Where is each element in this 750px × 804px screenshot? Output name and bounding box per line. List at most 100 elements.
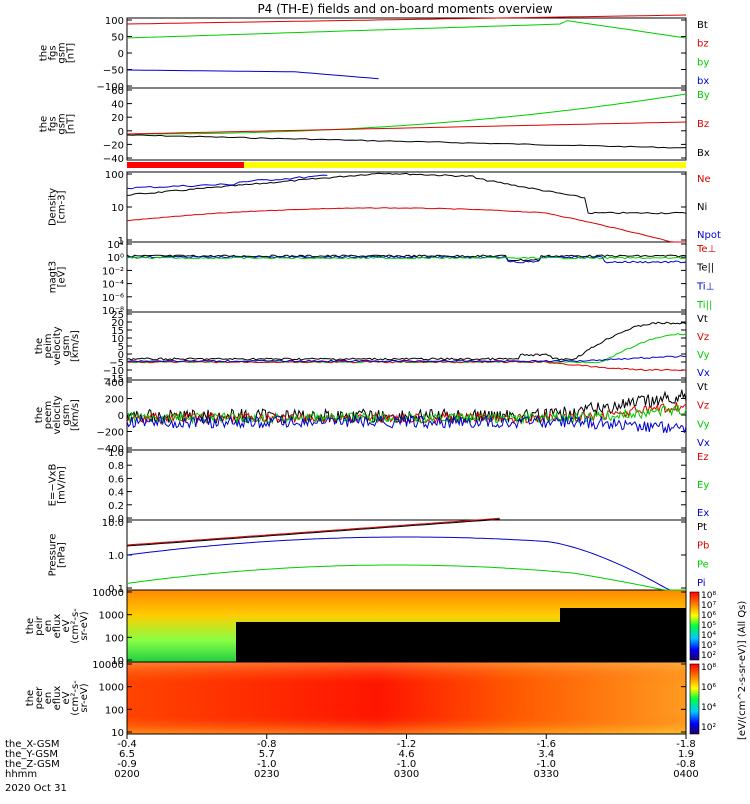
x-axis-row-label: the_Y-GSM [5, 749, 58, 760]
y-axis-label-8: [nPa] [57, 542, 68, 568]
series-Pi-p8 [126, 536, 686, 591]
y-tick-label-2: −20 [103, 140, 124, 151]
legend-bx-1: bx [697, 76, 709, 87]
panel-frame-5 [126, 311, 687, 381]
status-bar-yellow [244, 162, 686, 168]
x-tick-label-z: -1.0 [397, 759, 417, 770]
colorbar-ion-tick: 10⁴ [701, 631, 716, 641]
y-axis-label-10: en [43, 692, 54, 705]
legend-Te||-4: Te|| [696, 263, 714, 274]
y-axis-label-2: gsm [57, 113, 68, 134]
y-tick-label-8: 0.1 [108, 584, 124, 595]
colorbar-ion-tick: 10³ [701, 641, 716, 651]
legend-Vy-6: Vy [697, 419, 710, 430]
x-tick-label-y: 6.5 [119, 749, 135, 760]
y-axis-label-10: the [25, 690, 36, 706]
colorbar-electron-tick: 10⁶ [701, 683, 716, 693]
colorbar-electron [689, 663, 700, 735]
y-tick-label-3: 10 [111, 203, 124, 214]
y-tick-label-5: 15 [111, 326, 124, 337]
x-axis-row-label: hhmm [5, 769, 37, 780]
y-tick-label-10: 100 [105, 705, 124, 716]
y-tick-label-7: 1.0 [108, 448, 124, 459]
legend-Ti||-4: Ti|| [696, 300, 712, 311]
y-tick-label-1: 50 [111, 33, 124, 44]
legend-Npot-3: Npot [697, 230, 721, 241]
y-axis-label-9: en [43, 620, 54, 633]
x-tick-label-x: -1.6 [536, 739, 556, 750]
legend-Bt-1: Bt [697, 20, 708, 31]
y-axis-label-3: [cm-3] [57, 190, 68, 223]
y-tick-label-5: 0 [118, 350, 124, 361]
figure-title: P4 (TH-E) fields and on-board moments ov… [257, 2, 552, 16]
series-Vx-p5 [126, 355, 686, 363]
series-Vy-p5 [126, 333, 687, 364]
y-axis-label-9: eV [61, 619, 72, 632]
legend-Ez-7: Ez [697, 452, 709, 463]
status-bar-red [127, 162, 244, 168]
colorbar-ion-tick: 10⁷ [701, 601, 716, 611]
y-axis-label-9: eflux [52, 614, 63, 639]
y-tick-label-5: 5 [118, 342, 124, 353]
legend-by-1: by [697, 57, 709, 68]
x-tick-label-t: 0330 [534, 769, 559, 780]
x-tick-label-y: 5.7 [259, 749, 275, 760]
legend-bz-1: bz [697, 39, 709, 50]
panel-frame-7 [126, 449, 687, 521]
series-Pe-p8 [126, 564, 686, 591]
colorbar-ion-tick: 10⁶ [701, 611, 716, 621]
series-Pb-p8 [126, 517, 500, 546]
legend-Bz-2: Bz [697, 119, 709, 130]
colorbar-electron-tick: 10⁸ [701, 663, 716, 673]
panel-frame-2 [126, 87, 687, 161]
y-tick-label-8: 10.0 [102, 518, 124, 529]
y-axis-label-9: the [25, 618, 36, 634]
y-axis-label-9: peir [34, 615, 45, 635]
legend-Vt-6: Vt [697, 382, 708, 393]
legend-Ex-7: Ex [697, 508, 709, 519]
legend-Ni-3: Ni [697, 202, 707, 213]
x-tick-label-t: 0300 [394, 769, 419, 780]
series-by-p1 [126, 20, 687, 39]
y-tick-label-7: 0.8 [108, 461, 124, 472]
y-tick-label-6: 200 [105, 395, 124, 406]
y-axis-label-6: velocity [52, 395, 63, 434]
x-tick-label-x: -0.8 [257, 739, 277, 750]
y-axis-label-1: fgs [48, 45, 59, 60]
y-axis-label-6: gsm [61, 404, 72, 425]
legend-Vy-5: Vy [697, 350, 710, 361]
y-axis-label-10: eV [61, 691, 72, 704]
series-Vy-p6 [126, 405, 687, 425]
x-tick-label-y: 3.4 [538, 749, 554, 760]
y-axis-label-4: [eV] [57, 267, 68, 288]
series-By-p2 [127, 93, 687, 135]
x-tick-label-t: 0400 [673, 769, 698, 780]
series-Npot-p3 [126, 174, 328, 190]
y-axis-label-8: Pressure [48, 534, 59, 577]
y-tick-label-6: 0 [118, 411, 124, 422]
ion-spectrogram-dark-region-2 [560, 608, 686, 662]
y-axis-label-3: Density [48, 188, 59, 226]
series-Bz-p2 [126, 121, 687, 135]
series-Ni-p3 [126, 172, 687, 215]
y-axis-label-6: [km/s] [70, 399, 81, 431]
series-Vt-p5 [126, 321, 687, 361]
y-tick-label-4: 10² [107, 240, 124, 251]
y-tick-label-4: 10⁰ [107, 253, 124, 264]
legend-Pe-8: Pe [697, 559, 709, 570]
colorbar-electron-tick: 10⁴ [701, 703, 716, 713]
x-axis-group: the_X-GSMthe_Y-GSMthe_Z-GSMhhmm-0.46.5-0… [5, 734, 699, 794]
y-axis-label-6: the [34, 407, 45, 423]
colorbar-ion-tick: 10⁸ [701, 591, 716, 601]
panel-frame-8 [126, 519, 687, 591]
y-tick-label-7: 0.6 [108, 474, 124, 485]
y-tick-label-5: −10 [103, 366, 124, 377]
y-tick-label-5: −5 [109, 358, 124, 369]
y-tick-label-4: 10⁻⁸ [102, 306, 124, 317]
y-tick-label-2: 40 [111, 100, 124, 111]
y-tick-label-10: 10000 [92, 660, 124, 671]
legend-By-2: By [697, 90, 710, 101]
y-axis-label-10: sr-eV) [79, 683, 90, 712]
